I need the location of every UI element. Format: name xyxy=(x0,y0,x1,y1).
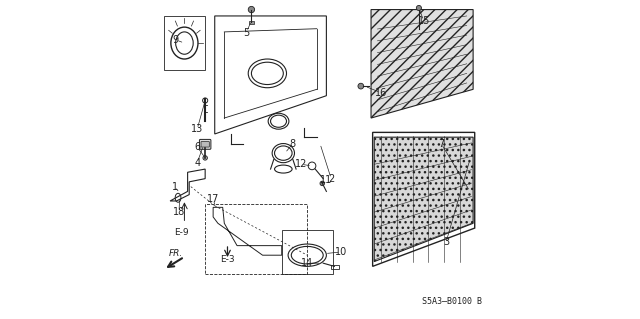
Text: 12: 12 xyxy=(294,159,307,169)
Text: FR.: FR. xyxy=(169,249,183,258)
Circle shape xyxy=(417,5,422,11)
Circle shape xyxy=(358,83,364,89)
Text: 8: 8 xyxy=(290,138,296,149)
Bar xyxy=(164,16,205,70)
Text: 1: 1 xyxy=(172,182,178,192)
Text: 6: 6 xyxy=(194,142,200,152)
Text: E-9: E-9 xyxy=(174,228,189,237)
Circle shape xyxy=(320,181,324,186)
Text: E-3: E-3 xyxy=(220,256,235,264)
Text: 7: 7 xyxy=(438,138,444,149)
Text: 15: 15 xyxy=(417,16,430,26)
Text: 17: 17 xyxy=(207,194,220,204)
Text: 18: 18 xyxy=(173,207,185,217)
FancyBboxPatch shape xyxy=(200,139,211,149)
Bar xyxy=(331,265,339,269)
FancyBboxPatch shape xyxy=(201,142,209,147)
Bar xyxy=(205,204,307,274)
Bar xyxy=(249,21,254,24)
Polygon shape xyxy=(374,137,473,262)
Text: 14: 14 xyxy=(301,258,314,268)
Text: 11: 11 xyxy=(320,175,333,185)
Text: 3: 3 xyxy=(443,237,449,248)
Text: 13: 13 xyxy=(191,124,204,134)
Bar xyxy=(282,230,333,274)
Text: 16: 16 xyxy=(374,87,387,98)
Text: 4: 4 xyxy=(194,158,200,168)
Circle shape xyxy=(248,6,255,13)
Circle shape xyxy=(203,156,207,160)
Text: 9: 9 xyxy=(173,35,179,45)
Text: 10: 10 xyxy=(335,247,347,257)
Text: 5: 5 xyxy=(243,28,250,39)
Text: 2: 2 xyxy=(328,174,334,184)
Text: S5A3–B0100 B: S5A3–B0100 B xyxy=(422,297,482,306)
Polygon shape xyxy=(371,10,473,118)
